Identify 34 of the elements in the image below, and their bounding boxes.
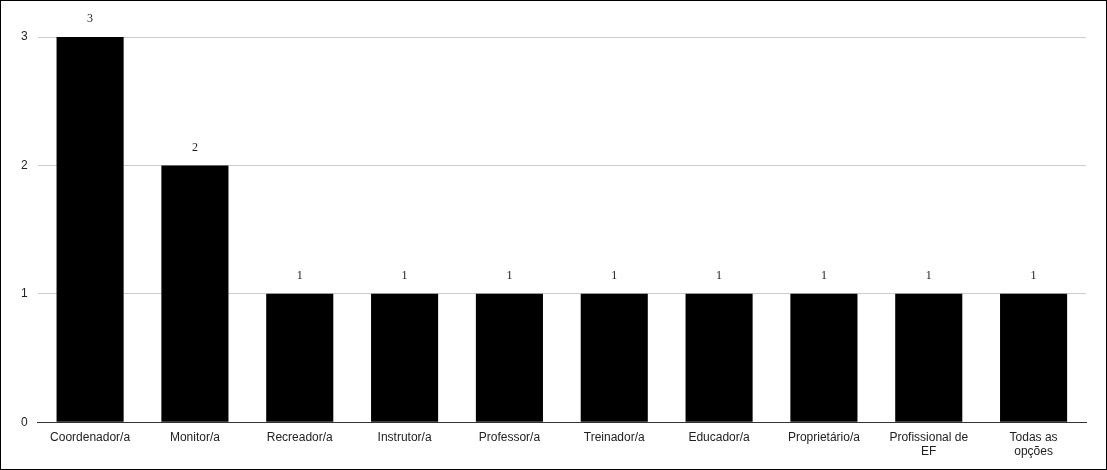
x-tick-label: Professor/a <box>478 429 541 444</box>
x-tick-label: Todas as opções <box>1009 429 1058 459</box>
bar <box>685 293 753 422</box>
x-tick-label: Educador/a <box>688 429 751 444</box>
data-label: 1 <box>820 267 827 282</box>
data-label: 1 <box>401 267 408 282</box>
data-label: 1 <box>925 267 932 282</box>
bar <box>895 293 963 422</box>
data-label: 1 <box>296 267 303 282</box>
bar <box>1000 293 1068 422</box>
bar <box>161 165 229 422</box>
x-tick-label: Recreador/a <box>266 429 334 444</box>
x-tick-label: Treinador/a <box>583 429 646 444</box>
data-label: 1 <box>716 267 723 282</box>
x-tick-label: Coordenador/a <box>50 429 131 444</box>
data-label: 3 <box>87 11 94 26</box>
y-tick-label: 3 <box>20 29 28 44</box>
bar <box>580 293 648 422</box>
x-tick-label: Monitor/a <box>169 429 221 444</box>
data-label: 1 <box>1030 267 1037 282</box>
y-tick-label: 2 <box>20 157 28 172</box>
y-tick-label: 0 <box>20 414 28 429</box>
data-label: 2 <box>191 139 198 154</box>
bar <box>371 293 439 422</box>
x-tick-label: Proprietário/a <box>787 429 861 444</box>
bar <box>56 37 124 422</box>
bar <box>790 293 858 422</box>
bar <box>475 293 543 422</box>
data-label: 1 <box>506 267 513 282</box>
x-tick-label: Profissional de EF <box>889 429 969 459</box>
bar <box>266 293 334 422</box>
data-label: 1 <box>611 267 618 282</box>
x-tick-label: Instrutor/a <box>377 429 432 444</box>
y-tick-label: 1 <box>20 286 28 301</box>
